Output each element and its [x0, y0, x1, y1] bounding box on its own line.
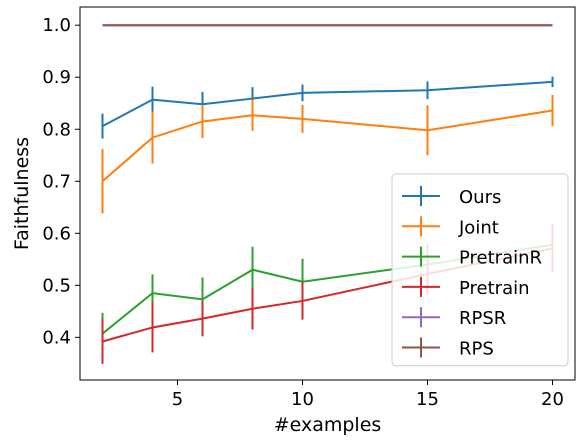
y-tick-label: 0.4 [42, 327, 71, 348]
legend-label: RPSR [459, 308, 506, 329]
x-tick-label: 20 [541, 389, 564, 410]
legend-label: Pretrain [459, 278, 530, 299]
legend-label: RPS [459, 339, 494, 360]
y-tick-label: 0.9 [42, 67, 71, 88]
y-tick-label: 0.5 [42, 275, 71, 296]
series-line [102, 80, 553, 128]
y-axis-label: Faithfulness [11, 137, 33, 250]
ticks-layer: 5 10 15 20 0.4 0.5 0.6 0.7 0.8 0.9 1.0 [42, 15, 564, 410]
plot-frame [79, 6, 576, 381]
y-tick-label: 0.8 [42, 119, 71, 140]
legend-item-rpsr: RPSR [402, 307, 506, 329]
y-tick-label: 0.7 [42, 171, 71, 192]
x-axis-label: #examples [274, 414, 382, 436]
legend-item-pretrainr: PretrainR [402, 246, 542, 269]
series-joint [101, 94, 554, 214]
legend-item-joint: Joint [402, 216, 499, 238]
legend: Ours Joint PretrainR Pretrain RPSR RPS [391, 173, 569, 367]
series-ours [101, 76, 554, 139]
y-tick-label: 1.0 [42, 15, 71, 36]
legend-item-ours: Ours [402, 186, 501, 208]
x-tick-label: 15 [416, 389, 439, 410]
x-tick-label: 5 [172, 389, 183, 410]
legend-item-pretrain: Pretrain [402, 276, 530, 299]
series-line [101, 109, 553, 183]
legend-item-rps: RPS [402, 337, 494, 360]
legend-label: PretrainR [459, 248, 542, 269]
legend-label: Joint [458, 217, 499, 238]
y-tick-label: 0.6 [42, 223, 71, 244]
x-tick-label: 10 [291, 389, 314, 410]
legend-label: Ours [459, 187, 501, 208]
